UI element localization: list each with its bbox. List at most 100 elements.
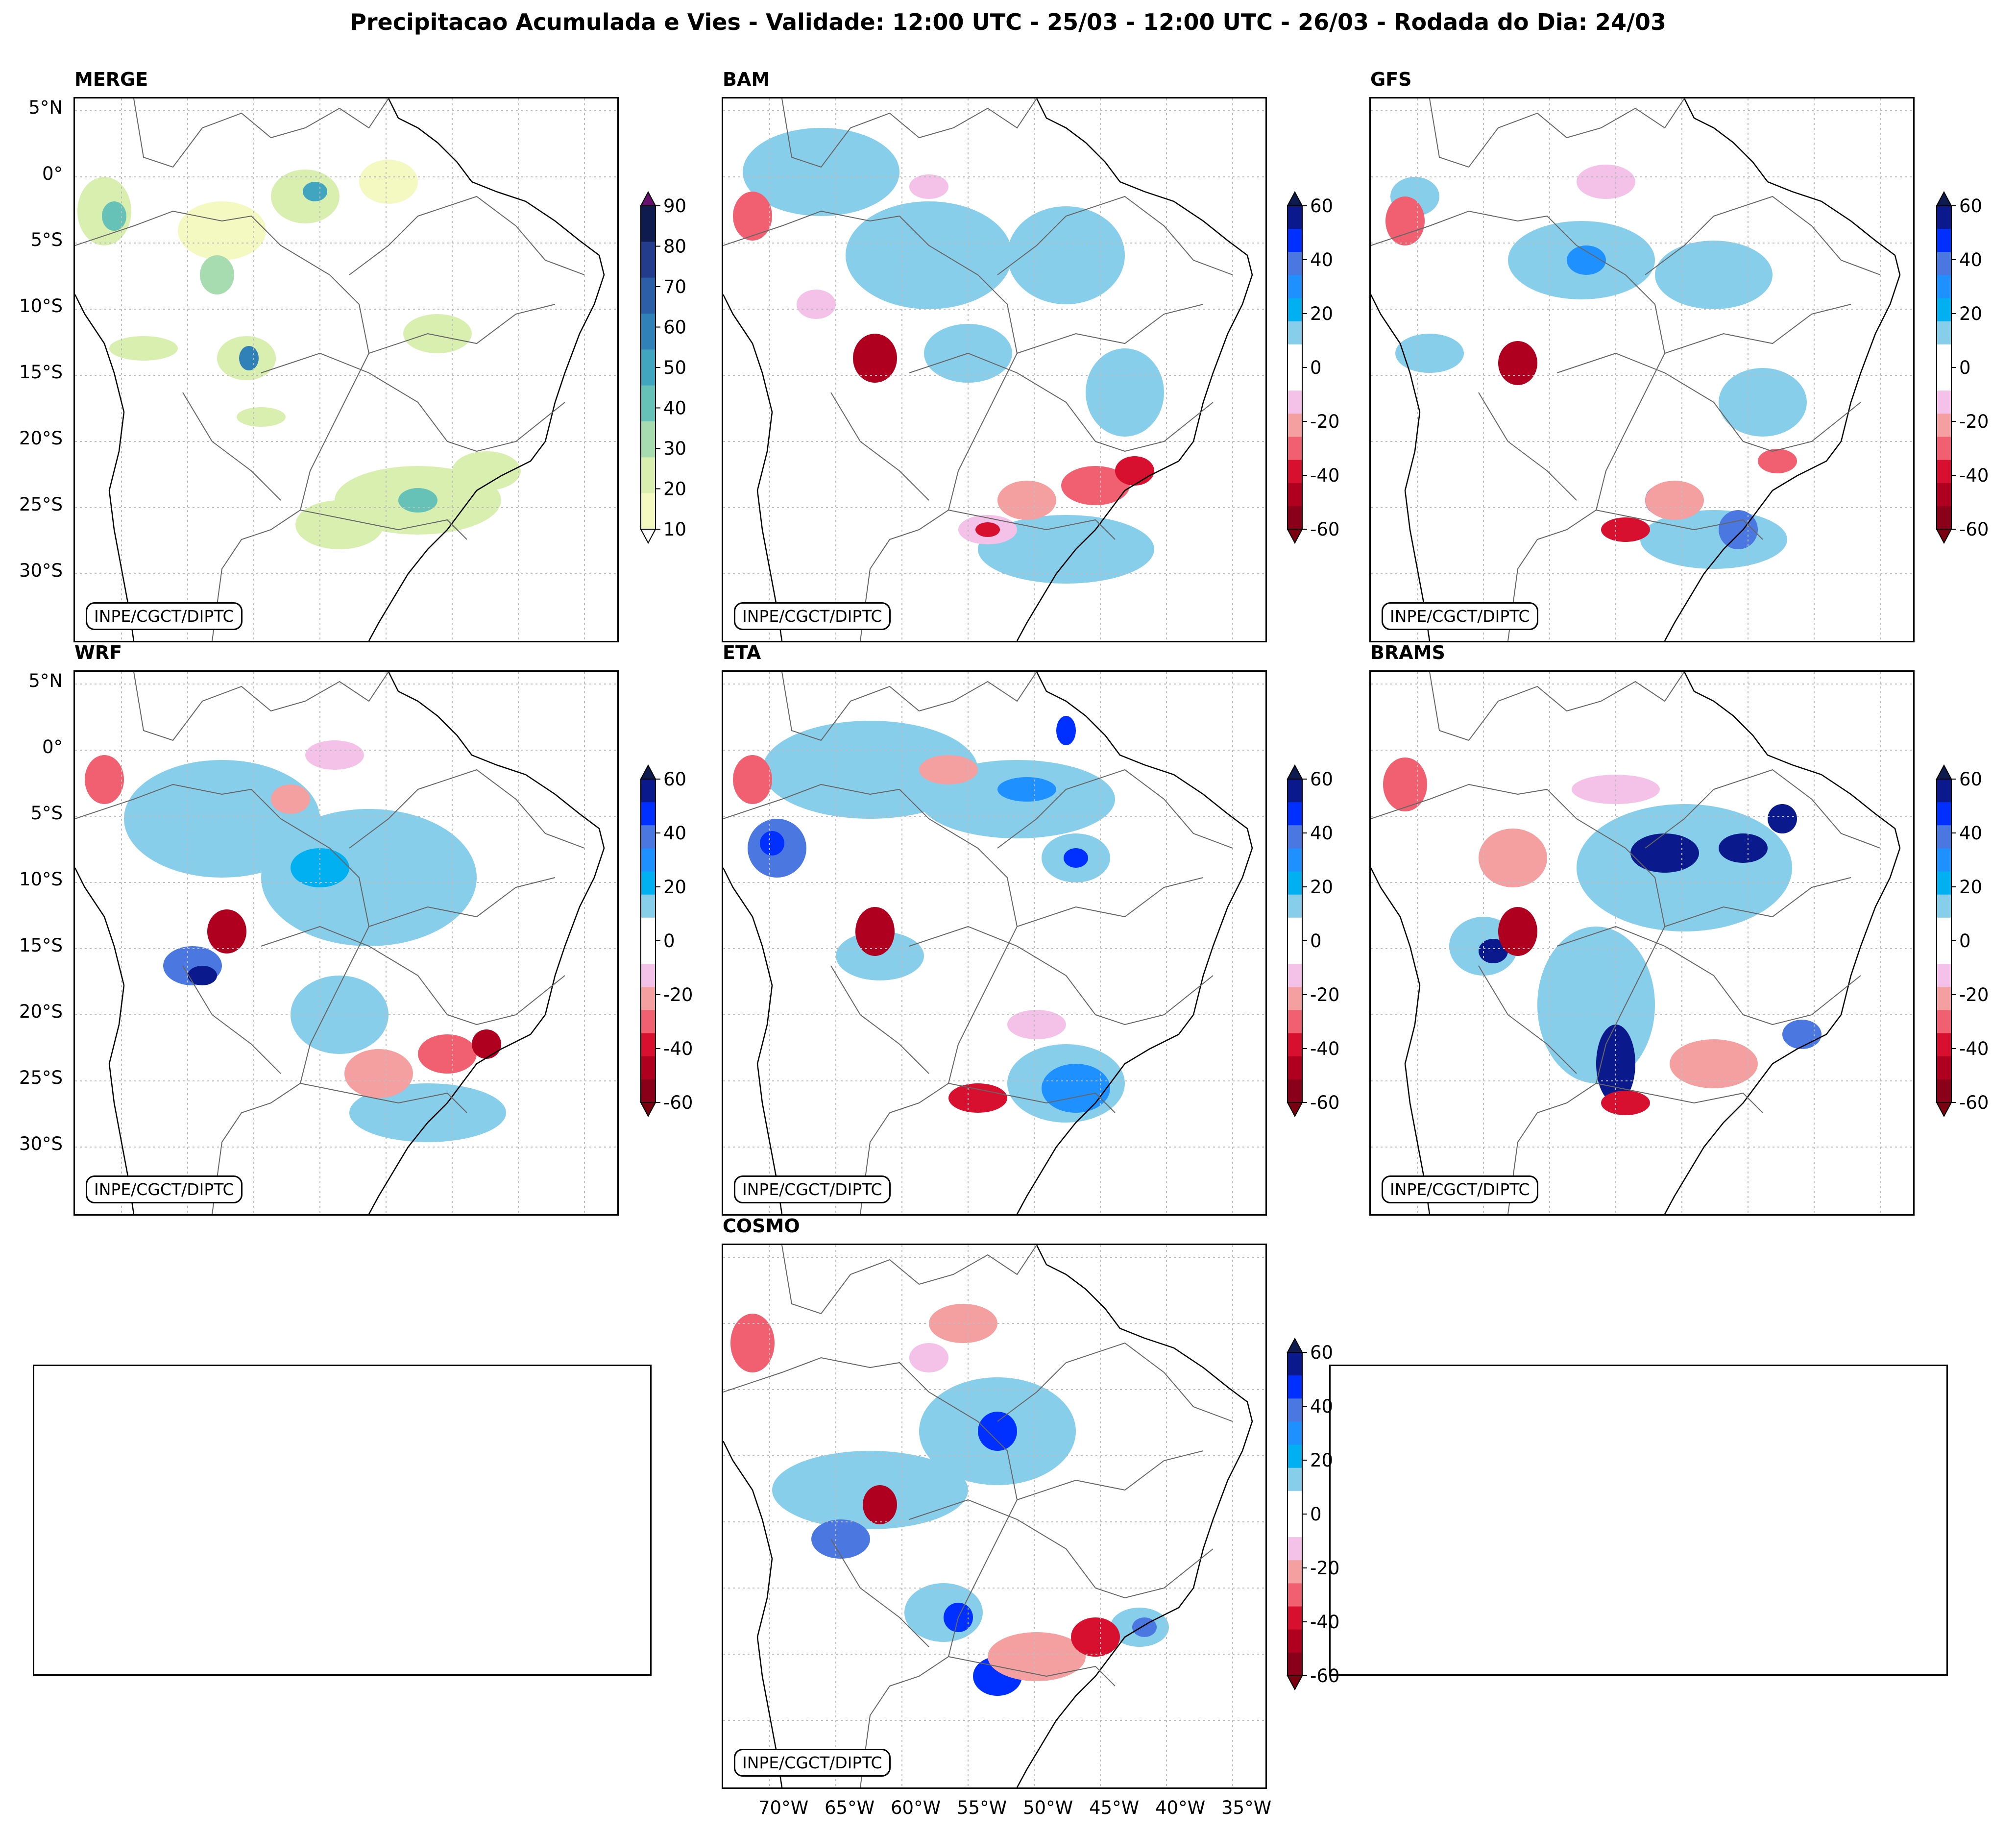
colorbar-tick-label: -60: [1310, 519, 1339, 540]
panel-title-bam: BAM: [723, 69, 770, 90]
colorbar-tick-label: 60: [1310, 196, 1333, 217]
colorbar-segment: [641, 964, 656, 987]
colorbar-extend-max: [1936, 764, 1952, 780]
coastline: [1371, 672, 1901, 1214]
colorbar-tick-label: 0: [1959, 357, 1971, 378]
colorbar-tick-label: 60: [1959, 769, 1982, 790]
colorbar-segment: [1287, 344, 1302, 368]
colorbar-segment: [1287, 802, 1302, 826]
colorbar-tick-label: 0: [663, 930, 675, 952]
colorbar-extend-max: [640, 191, 656, 206]
map-gfs: [1371, 98, 1913, 641]
borders: [723, 98, 1233, 641]
lat-label: 0°: [42, 736, 63, 758]
colorbar-segment: [1287, 1444, 1302, 1468]
lat-label: 30°S: [19, 560, 63, 581]
lat-label: 20°S: [19, 1001, 63, 1022]
colorbar-tick-label: 30: [663, 438, 686, 459]
colorbar-segment: [1287, 1421, 1302, 1445]
lat-label: 15°S: [19, 935, 63, 956]
colorbar-tick-label: -60: [1959, 1092, 1989, 1113]
colorbar-tick-label: -60: [1959, 519, 1989, 540]
colorbar-segment: [641, 242, 656, 278]
colorbar-tick-label: 40: [1959, 823, 1982, 844]
colorbar-tick-label: 40: [1310, 249, 1333, 270]
map-eta: [723, 672, 1265, 1214]
colorbar-segment: [641, 894, 656, 918]
colorbar-segment: [1937, 1079, 1951, 1103]
lon-label: 60°W: [891, 1797, 941, 1818]
colorbar-segment: [1287, 1629, 1302, 1653]
colorbar-segment: [1937, 321, 1951, 345]
colorbar-segment: [641, 314, 656, 350]
colorbar-segment: [1287, 1467, 1302, 1492]
colorbar-segment: [1287, 779, 1302, 803]
colorbar-segment: [641, 385, 656, 422]
colorbar-segment: [1287, 437, 1302, 461]
bias-fields: [1385, 165, 1807, 569]
colorbar-tick-label: 20: [1959, 303, 1982, 324]
lat-label: 30°S: [19, 1133, 63, 1154]
colorbar-segment: [1287, 1606, 1302, 1630]
colorbar-extend-min: [1287, 529, 1303, 544]
colorbar-segment: [641, 1079, 656, 1103]
colorbar-tick-label: 40: [1959, 249, 1982, 270]
panel-title-cosmo: COSMO: [723, 1215, 800, 1237]
colorbar-extend-min: [640, 1102, 656, 1118]
lat-label: 5°N: [28, 97, 63, 118]
colorbar-segment: [641, 802, 656, 826]
colorbar-extend-min: [1936, 1102, 1952, 1118]
colorbar-segment: [641, 457, 656, 494]
colorbar-segment: [1287, 229, 1302, 252]
coastline: [723, 672, 1253, 1214]
colorbar-segment: [1287, 275, 1302, 299]
colorbar-bias-bam: 60 40 20 0 -20 -40 -60: [1284, 191, 1352, 544]
colorbar-tick-label: -20: [1310, 1558, 1339, 1579]
credit-label: INPE/CGCT/DIPTC: [734, 1175, 891, 1203]
colorbar-segment: [1287, 460, 1302, 484]
panel-title-eta: ETA: [723, 642, 761, 663]
colorbar-segment: [1937, 344, 1951, 368]
colorbar-segment: [1287, 1375, 1302, 1399]
colorbar-tick-label: -20: [1959, 984, 1989, 1005]
bias-fields: [1383, 758, 1822, 1115]
colorbar-segment: [1937, 1010, 1951, 1034]
credit-label: INPE/CGCT/DIPTC: [734, 1749, 891, 1777]
colorbar-segment: [1287, 298, 1302, 322]
colorbar-tick-label: 20: [1959, 877, 1982, 898]
coastline: [75, 672, 605, 1214]
lon-label: 65°W: [825, 1797, 875, 1818]
colorbar-extend-max: [1287, 1337, 1303, 1353]
lon-label: 50°W: [1023, 1797, 1073, 1818]
borders: [723, 672, 1233, 1214]
colorbar-bias-cosmo: 60 40 20 0 -20 -40 -60: [1284, 1337, 1352, 1691]
colorbar-segment: [1937, 483, 1951, 507]
map-merge: [75, 98, 617, 641]
map-cosmo: [723, 1245, 1265, 1787]
colorbar-segment: [1937, 391, 1951, 414]
lat-label: 5°N: [28, 670, 63, 691]
colorbar-segment: [1287, 252, 1302, 275]
colorbar-segment: [1287, 917, 1302, 941]
colorbar-segment: [1937, 252, 1951, 275]
borders: [1371, 672, 1881, 1214]
lat-label: 15°S: [19, 362, 63, 383]
colorbar-segment: [1287, 1352, 1302, 1376]
colorbar-segment: [1287, 391, 1302, 414]
colorbar-segment: [1937, 206, 1951, 229]
colorbar-tick-label: -40: [1959, 465, 1989, 486]
colorbar-segment: [1287, 964, 1302, 987]
gridlines: [75, 98, 617, 641]
colorbar-tick-label: 40: [1310, 1396, 1333, 1417]
map-panel-brams: INPE/CGCT/DIPTC: [1369, 670, 1915, 1216]
colorbar-extend-max: [1287, 764, 1303, 780]
colorbar-segment: [1937, 414, 1951, 437]
colorbar-segment: [1287, 206, 1302, 229]
colorbar-tick-label: -60: [1310, 1665, 1339, 1687]
colorbar-segment: [1287, 483, 1302, 507]
map-panel-eta: INPE/CGCT/DIPTC: [722, 670, 1267, 1216]
borders: [1371, 98, 1881, 641]
map-bam: [723, 98, 1265, 641]
coastline: [723, 98, 1253, 641]
colorbar-tick-label: 90: [663, 196, 686, 217]
